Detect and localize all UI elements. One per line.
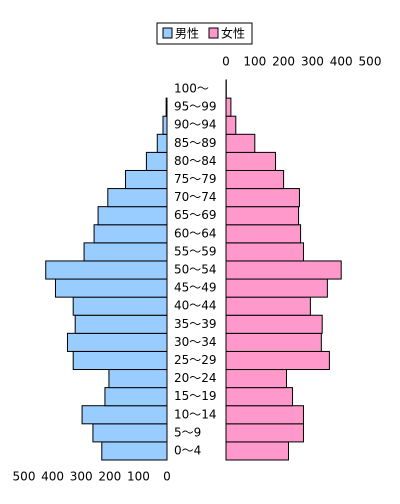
x-tick-label: 0 bbox=[163, 470, 171, 484]
bar bbox=[82, 406, 167, 424]
x-tick-label: 500 bbox=[359, 55, 382, 69]
bar bbox=[102, 442, 167, 460]
bar bbox=[226, 98, 231, 116]
age-label: 30～34 bbox=[174, 335, 217, 349]
bar bbox=[67, 333, 167, 351]
bar bbox=[226, 152, 276, 170]
age-label: 50～54 bbox=[174, 263, 217, 277]
x-tick-label: 200 bbox=[98, 470, 121, 484]
bar bbox=[46, 261, 167, 279]
age-label: 75～79 bbox=[174, 172, 217, 186]
age-label: 20～24 bbox=[174, 371, 217, 385]
bar bbox=[226, 370, 286, 388]
x-tick-label: 200 bbox=[272, 55, 295, 69]
bar bbox=[226, 134, 255, 152]
x-tick-label: 300 bbox=[301, 55, 324, 69]
age-label: 25～29 bbox=[174, 353, 217, 367]
bar bbox=[226, 406, 303, 424]
age-label: 85～89 bbox=[174, 136, 217, 150]
bar bbox=[226, 297, 310, 315]
age-label: 5～9 bbox=[174, 425, 201, 439]
x-tick-label: 300 bbox=[70, 470, 93, 484]
bar bbox=[55, 279, 167, 297]
legend-label: 女性 bbox=[221, 26, 245, 41]
legend-swatch bbox=[209, 28, 218, 38]
age-label: 10～14 bbox=[174, 407, 217, 421]
bar bbox=[105, 388, 167, 406]
bar bbox=[157, 134, 167, 152]
bar bbox=[126, 170, 167, 188]
bar bbox=[226, 315, 322, 333]
bar bbox=[226, 424, 303, 442]
bar bbox=[109, 370, 167, 388]
bar bbox=[93, 424, 167, 442]
bar bbox=[226, 207, 299, 225]
x-tick-label: 500 bbox=[13, 470, 36, 484]
bar bbox=[226, 116, 236, 134]
age-label: 90～94 bbox=[174, 118, 217, 132]
bar bbox=[98, 207, 167, 225]
bar bbox=[226, 170, 284, 188]
x-tick-label: 400 bbox=[330, 55, 353, 69]
legend-swatch bbox=[163, 28, 172, 38]
bar bbox=[226, 225, 301, 243]
age-label: 95～99 bbox=[174, 100, 217, 114]
bar bbox=[146, 152, 167, 170]
bar bbox=[226, 261, 341, 279]
bar bbox=[75, 315, 167, 333]
x-tick-label: 100 bbox=[127, 470, 150, 484]
bar bbox=[163, 116, 167, 134]
x-tick-label: 0 bbox=[222, 55, 230, 69]
bar bbox=[94, 225, 167, 243]
bar bbox=[226, 351, 329, 369]
bar bbox=[226, 189, 299, 207]
age-label: 15～19 bbox=[174, 389, 217, 403]
age-label: 55～59 bbox=[174, 244, 217, 258]
age-label: 45～49 bbox=[174, 281, 217, 295]
age-label: 60～64 bbox=[174, 226, 217, 240]
bar bbox=[73, 297, 167, 315]
age-label: 40～44 bbox=[174, 299, 217, 313]
bar bbox=[166, 98, 167, 116]
bar bbox=[226, 333, 321, 351]
age-label: 80～84 bbox=[174, 154, 217, 168]
x-tick-label: 100 bbox=[243, 55, 266, 69]
legend-label: 男性 bbox=[175, 27, 199, 41]
age-label: 100～ bbox=[174, 82, 209, 96]
bar bbox=[108, 189, 167, 207]
bar bbox=[84, 243, 167, 261]
bar bbox=[226, 388, 293, 406]
age-label: 70～74 bbox=[174, 190, 217, 204]
bar bbox=[226, 442, 288, 460]
x-tick-label: 400 bbox=[41, 470, 64, 484]
age-label: 0～4 bbox=[174, 443, 201, 457]
age-label: 35～39 bbox=[174, 317, 217, 331]
age-label: 65～69 bbox=[174, 208, 217, 222]
bar bbox=[73, 351, 167, 369]
bar bbox=[226, 243, 303, 261]
bar bbox=[226, 279, 327, 297]
